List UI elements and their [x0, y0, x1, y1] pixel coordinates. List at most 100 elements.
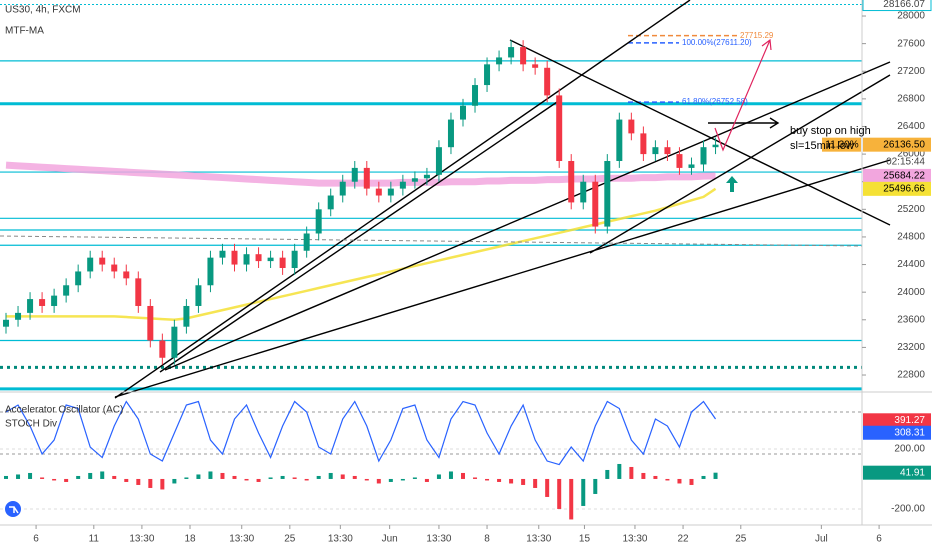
- trendlines: [0, 0, 891, 399]
- fib-label: 61.80%(26752.58): [682, 97, 748, 106]
- value-tag: [863, 413, 931, 428]
- ac-bar: [641, 472, 646, 479]
- candles: [3, 40, 719, 365]
- candle-body: [3, 319, 10, 327]
- ac-bar: [112, 475, 117, 479]
- ac-bar: [701, 475, 706, 479]
- y-tick-label: 27200: [897, 66, 925, 77]
- candle-body: [255, 254, 262, 262]
- value-tag-label: 41.91: [900, 467, 925, 478]
- candle-body: [39, 299, 46, 306]
- candle-body: [171, 326, 178, 358]
- dashed-line: [0, 235, 863, 247]
- x-tick-label: 13:30: [229, 534, 254, 545]
- candle-body: [411, 178, 418, 182]
- trendline: [589, 74, 891, 254]
- ac-bar: [557, 478, 562, 509]
- candle-body: [688, 164, 695, 168]
- ac-bar: [28, 472, 33, 479]
- ac-bar: [617, 463, 622, 479]
- ac-bar: [40, 477, 45, 479]
- y-tick-label: 23600: [897, 314, 925, 325]
- candle-body: [712, 144, 719, 148]
- ac-bar: [677, 478, 682, 484]
- logo[interactable]: [5, 501, 21, 517]
- x-tick-label: Jun: [382, 534, 398, 545]
- candle-body: [568, 160, 575, 203]
- value-tag-label: 308.31: [894, 427, 925, 438]
- value-tag-label: 28166.07: [883, 0, 925, 10]
- candle-body: [135, 278, 142, 306]
- ac-bar: [280, 475, 285, 479]
- ac-bar: [497, 478, 502, 482]
- ac-bar: [172, 478, 177, 484]
- ac-bar: [160, 478, 165, 490]
- candle-body: [123, 271, 130, 279]
- fib-label: 100.00%(27611.20): [682, 38, 752, 47]
- x-tick-label: 13:30: [526, 534, 551, 545]
- candle-body: [279, 257, 286, 269]
- x-tick-label: 11: [89, 534, 100, 545]
- x-tick-label: 8: [484, 534, 490, 545]
- candle-body: [592, 181, 599, 227]
- candle-body: [520, 47, 527, 65]
- candle-body: [399, 181, 406, 189]
- candle-body: [363, 167, 370, 189]
- y-tick-label: 24000: [897, 287, 925, 298]
- candle-body: [159, 340, 166, 358]
- ac-bar: [605, 469, 610, 479]
- ac-bar: [16, 474, 21, 479]
- ac-bar: [376, 478, 381, 484]
- ac-bar: [196, 474, 201, 479]
- x-tick-label: 13:30: [426, 534, 451, 545]
- logo-mark[interactable]: [9, 506, 19, 514]
- ac-bar: [364, 478, 369, 481]
- y-tick-label: 26000: [897, 149, 925, 160]
- ac-bar: [100, 471, 105, 479]
- candle-body: [459, 105, 466, 120]
- value-tag-label: 391.27: [894, 415, 925, 426]
- up-arrow: [726, 176, 738, 192]
- x-tick-label: Jul: [815, 534, 828, 545]
- oscillator-pane: [0, 400, 862, 520]
- ac-bar: [545, 478, 550, 497]
- y-tick-label: 200.00: [894, 444, 925, 455]
- candle-body: [664, 147, 671, 155]
- ac-bar: [76, 475, 81, 479]
- change-tag: [822, 137, 861, 152]
- candle-body: [303, 233, 310, 251]
- y-tick-label: 24800: [897, 232, 925, 243]
- ac-bar: [208, 471, 213, 479]
- candle-body: [63, 285, 70, 296]
- ac-bar: [460, 472, 465, 479]
- ac-bar: [328, 472, 333, 479]
- candle-body: [700, 147, 707, 165]
- countdown: 02:15:44: [886, 156, 925, 167]
- candle-body: [99, 257, 106, 265]
- stoch-line: [5, 400, 717, 466]
- ac-bar: [64, 478, 69, 482]
- ac-bar: [136, 478, 141, 485]
- candle-body: [75, 271, 82, 286]
- x-tick-label: 13:30: [328, 534, 353, 545]
- y-tick-label: 23200: [897, 342, 925, 353]
- chart-title: US30, 4h, FXCM: [5, 5, 81, 16]
- ac-bar: [653, 475, 658, 479]
- arrow: [708, 117, 780, 129]
- logo-circle[interactable]: [5, 501, 21, 517]
- ac-bar: [581, 478, 586, 506]
- candle-body: [111, 264, 118, 272]
- candle-body: [15, 312, 22, 320]
- ac-bar: [509, 478, 514, 484]
- ac-bar: [473, 477, 478, 479]
- candle-body: [195, 285, 202, 306]
- ac-bar: [4, 475, 9, 479]
- indicator-name: STOCH Div: [5, 419, 57, 430]
- candle-body: [652, 147, 659, 155]
- candle-body: [676, 154, 683, 168]
- candle-body: [640, 133, 647, 155]
- ac-bar: [689, 478, 694, 485]
- candle-body: [231, 250, 238, 265]
